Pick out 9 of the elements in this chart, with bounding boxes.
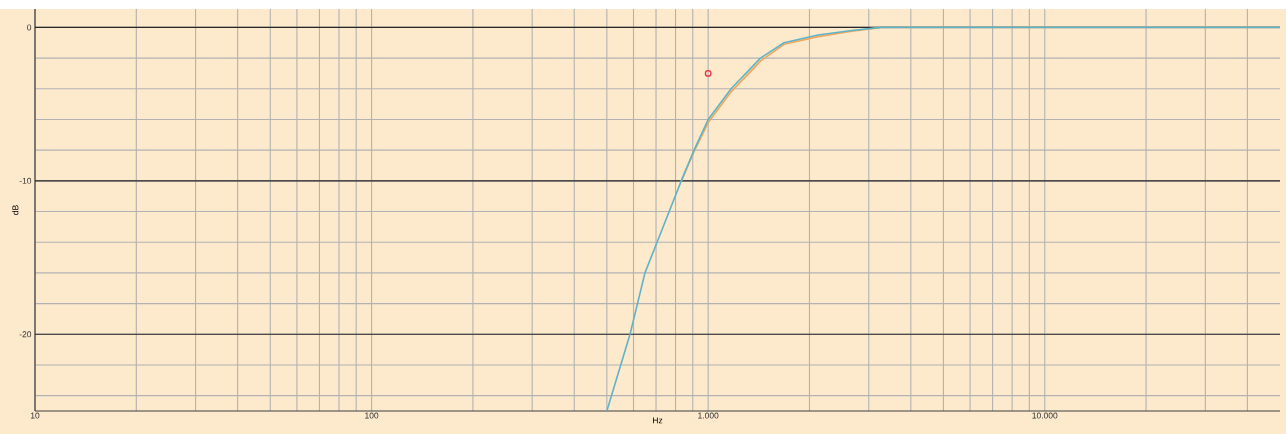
y-axis-title: dB bbox=[12, 205, 19, 215]
x-axis-title: Hz bbox=[653, 417, 663, 424]
x-tick-label: 100 bbox=[365, 412, 379, 419]
x-tick-label: 1.000 bbox=[698, 412, 719, 419]
y-tick-label: -10 bbox=[19, 177, 32, 184]
x-tick-label: 10 bbox=[30, 412, 40, 419]
x-tick-label: 10.000 bbox=[1032, 412, 1058, 419]
y-tick-label: -20 bbox=[19, 331, 32, 338]
y-tick-label: 0 bbox=[27, 24, 32, 31]
